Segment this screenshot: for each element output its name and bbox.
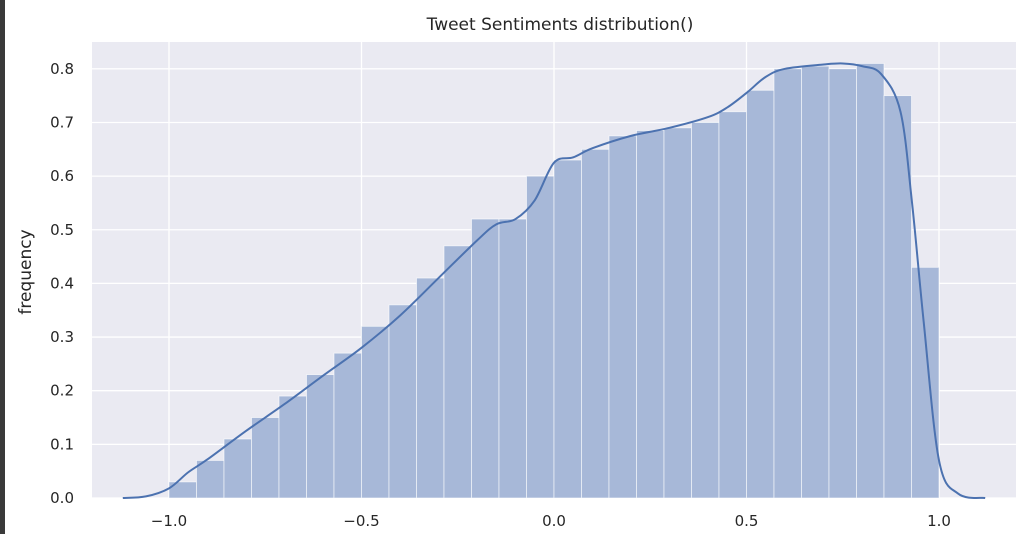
- y-tick-label: 0.8: [50, 60, 74, 78]
- kde-line: [122, 62, 986, 499]
- y-tick-label: 0.7: [50, 113, 74, 131]
- histogram-bar: [498, 218, 527, 499]
- histogram-bar: [388, 304, 417, 499]
- y-tick-label: 0.2: [50, 382, 74, 400]
- y-axis-label: frequency: [16, 229, 36, 314]
- y-tick-label: 0.5: [50, 221, 74, 239]
- x-tick-label: 0.0: [542, 512, 566, 530]
- histogram-bar: [883, 95, 912, 499]
- histogram-bar: [691, 122, 720, 499]
- histogram-bar: [196, 460, 225, 499]
- x-tick-label: −1.0: [151, 512, 187, 530]
- x-tick-label: −0.5: [343, 512, 379, 530]
- histogram-bar: [746, 89, 775, 499]
- histogram-bar: [416, 277, 445, 499]
- histogram-bar: [718, 111, 747, 499]
- histogram-bar: [663, 127, 692, 499]
- y-tick-label: 0.6: [50, 167, 74, 185]
- histogram-bar: [911, 266, 940, 499]
- y-tick-label: 0.4: [50, 274, 74, 292]
- chart-title: Tweet Sentiments distribution(): [426, 15, 694, 35]
- histogram-bar: [278, 395, 307, 499]
- x-tick-label: 1.0: [927, 512, 951, 530]
- histogram-bar: [306, 374, 335, 499]
- histogram-bar: [636, 130, 665, 499]
- histogram-bar: [801, 65, 830, 499]
- histogram-bar: [471, 218, 500, 499]
- histogram-bar: [361, 325, 390, 499]
- x-tick-label: 0.5: [735, 512, 759, 530]
- histogram-bar: [773, 68, 802, 499]
- histogram-bar: [608, 135, 637, 499]
- histogram-bar: [526, 175, 555, 499]
- left-window-edge: [0, 0, 5, 534]
- histogram-bar: [443, 245, 472, 499]
- histogram-bar: [251, 417, 280, 499]
- histogram-bar: [333, 352, 362, 499]
- histogram-bar: [828, 68, 857, 499]
- histogram-bar: [856, 63, 885, 499]
- histogram-bar: [223, 438, 252, 499]
- y-tick-label: 0.1: [50, 435, 74, 453]
- y-tick-label: 0.3: [50, 328, 74, 346]
- histogram-bar: [553, 159, 582, 499]
- histogram-bar: [581, 148, 610, 499]
- y-tick-label: 0.0: [50, 489, 74, 507]
